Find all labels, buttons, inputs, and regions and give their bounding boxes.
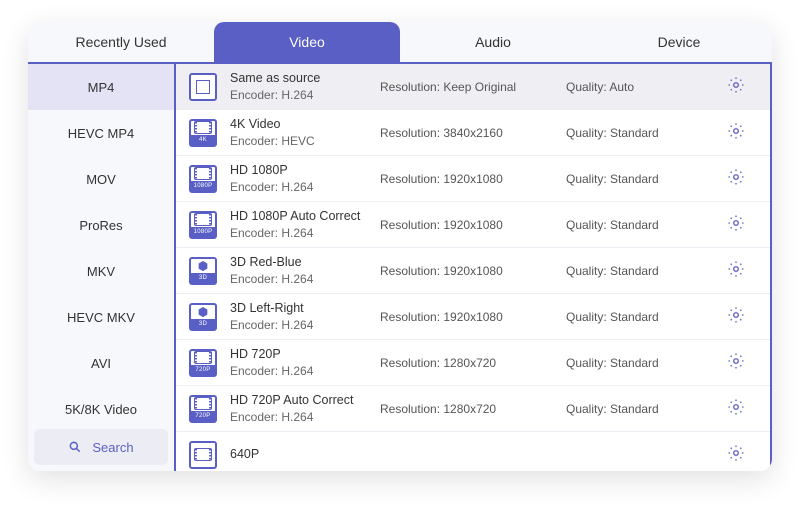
sidebar-item-avi[interactable]: AVI: [28, 340, 174, 386]
preset-row[interactable]: Same as sourceEncoder: H.264Resolution: …: [176, 64, 770, 110]
settings-icon[interactable]: [727, 306, 745, 327]
preset-encoder: Encoder: H.264: [230, 271, 380, 287]
settings-icon[interactable]: [727, 260, 745, 281]
preset-resolution: Resolution: 1280x720: [380, 402, 566, 416]
sidebar: MP4HEVC MP4MOVProResMKVHEVC MKVAVI5K/8K …: [28, 64, 176, 471]
format-icon: ⬢3D: [189, 257, 217, 285]
tab-bar: Recently UsedVideoAudioDevice: [28, 22, 772, 64]
preset-quality: Quality: Standard: [566, 126, 714, 140]
preset-encoder: Encoder: H.264: [230, 225, 380, 241]
preset-resolution: Resolution: 1920x1080: [380, 310, 566, 324]
preset-quality: Quality: Standard: [566, 402, 714, 416]
preset-encoder: Encoder: H.264: [230, 179, 380, 195]
preset-row[interactable]: 720P HD 720PEncoder: H.264Resolution: 128…: [176, 340, 770, 386]
preset-title: HD 720P: [230, 346, 380, 363]
preset-title: HD 720P Auto Correct: [230, 392, 380, 409]
search-input[interactable]: Search: [34, 429, 168, 465]
sidebar-item-hevc-mp4[interactable]: HEVC MP4: [28, 110, 174, 156]
preset-encoder: Encoder: H.264: [230, 87, 380, 103]
sidebar-item-hevc-mkv[interactable]: HEVC MKV: [28, 294, 174, 340]
sidebar-list: MP4HEVC MP4MOVProResMKVHEVC MKVAVI5K/8K …: [28, 64, 174, 429]
format-picker-window: Recently UsedVideoAudioDevice MP4HEVC MP…: [28, 22, 772, 471]
format-icon: [189, 441, 217, 469]
preset-encoder: Encoder: H.264: [230, 409, 380, 425]
format-icon: 720P: [189, 349, 217, 377]
preset-quality: Quality: Standard: [566, 218, 714, 232]
preset-title: 4K Video: [230, 116, 380, 133]
preset-title: HD 1080P Auto Correct: [230, 208, 380, 225]
settings-icon[interactable]: [727, 214, 745, 235]
search-label: Search: [92, 440, 133, 455]
settings-icon[interactable]: [727, 76, 745, 97]
preset-encoder: Encoder: H.264: [230, 317, 380, 333]
preset-encoder: Encoder: H.264: [230, 363, 380, 379]
tab-video[interactable]: Video: [214, 22, 400, 62]
search-icon: [68, 440, 82, 454]
preset-quality: Quality: Standard: [566, 310, 714, 324]
format-icon: 1080P: [189, 165, 217, 193]
preset-title: HD 1080P: [230, 162, 380, 179]
preset-quality: Quality: Standard: [566, 172, 714, 186]
preset-row[interactable]: 4K 4K VideoEncoder: HEVCResolution: 3840x…: [176, 110, 770, 156]
preset-row[interactable]: 720P HD 720P Auto CorrectEncoder: H.264Re…: [176, 386, 770, 432]
preset-resolution: Resolution: 3840x2160: [380, 126, 566, 140]
sidebar-item-mp4[interactable]: MP4: [28, 64, 174, 110]
preset-row[interactable]: 1080P HD 1080PEncoder: H.264Resolution: 1…: [176, 156, 770, 202]
settings-icon[interactable]: [727, 122, 745, 143]
format-icon: ⬢3D: [189, 303, 217, 331]
tab-audio[interactable]: Audio: [400, 22, 586, 62]
preset-row[interactable]: 1080P HD 1080P Auto CorrectEncoder: H.264…: [176, 202, 770, 248]
preset-row[interactable]: ⬢3D 3D Left-RightEncoder: H.264Resolution…: [176, 294, 770, 340]
preset-resolution: Resolution: 1920x1080: [380, 264, 566, 278]
sidebar-item-mov[interactable]: MOV: [28, 156, 174, 202]
preset-title: 3D Red-Blue: [230, 254, 380, 271]
preset-resolution: Resolution: Keep Original: [380, 80, 566, 94]
preset-encoder: Encoder: HEVC: [230, 133, 380, 149]
format-icon: 720P: [189, 395, 217, 423]
preset-row[interactable]: ⬢3D 3D Red-BlueEncoder: H.264Resolution: …: [176, 248, 770, 294]
settings-icon[interactable]: [727, 444, 745, 465]
preset-quality: Quality: Standard: [566, 264, 714, 278]
settings-icon[interactable]: [727, 168, 745, 189]
preset-row[interactable]: 640P: [176, 432, 770, 471]
preset-resolution: Resolution: 1280x720: [380, 356, 566, 370]
format-icon: 4K: [189, 119, 217, 147]
format-icon: 1080P: [189, 211, 217, 239]
preset-list: Same as sourceEncoder: H.264Resolution: …: [176, 64, 772, 471]
settings-icon[interactable]: [727, 398, 745, 419]
preset-title: 640P: [230, 446, 380, 463]
sidebar-item-prores[interactable]: ProRes: [28, 202, 174, 248]
preset-resolution: Resolution: 1920x1080: [380, 218, 566, 232]
preset-title: Same as source: [230, 70, 380, 87]
sidebar-item-5k-8k-video[interactable]: 5K/8K Video: [28, 386, 174, 429]
preset-quality: Quality: Standard: [566, 356, 714, 370]
sidebar-item-mkv[interactable]: MKV: [28, 248, 174, 294]
tab-recently-used[interactable]: Recently Used: [28, 22, 214, 62]
content-area: MP4HEVC MP4MOVProResMKVHEVC MKVAVI5K/8K …: [28, 64, 772, 471]
preset-quality: Quality: Auto: [566, 80, 714, 94]
tab-device[interactable]: Device: [586, 22, 772, 62]
settings-icon[interactable]: [727, 352, 745, 373]
preset-resolution: Resolution: 1920x1080: [380, 172, 566, 186]
preset-title: 3D Left-Right: [230, 300, 380, 317]
format-icon: [189, 73, 217, 101]
